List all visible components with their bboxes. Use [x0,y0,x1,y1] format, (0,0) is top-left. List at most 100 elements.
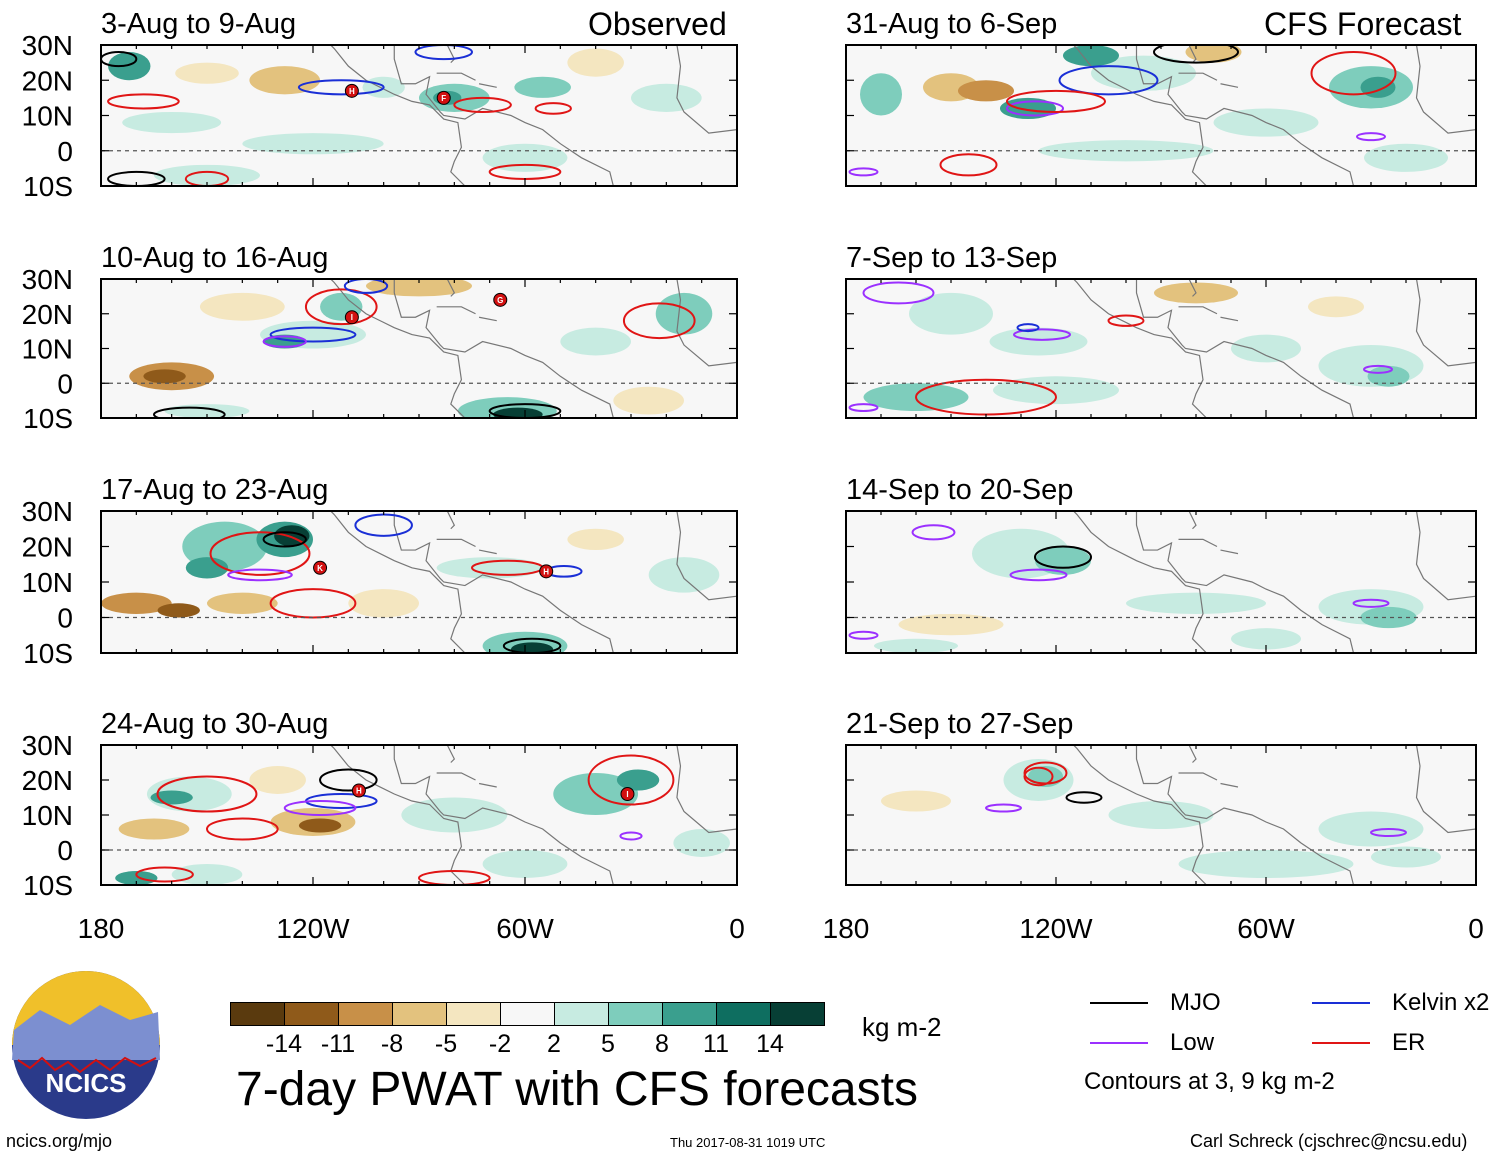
anomaly-patch [1371,846,1441,868]
wave-contour [156,775,258,813]
wave-contour [1363,364,1393,374]
y-tick-label: 20N [22,765,73,796]
wave-contour [1356,132,1386,142]
wave-contour [101,51,138,68]
wave-contour [985,803,1022,813]
wave-contour [1065,791,1103,804]
storm-marker: G [493,292,508,307]
coastline [676,745,737,834]
panel-period-title: 7-Sep to 13-Sep [846,242,1057,274]
coastline [1220,83,1239,88]
coastline [1188,745,1197,763]
panel-sep07: 7-Sep to 13-Sep [845,242,1477,419]
anomaly-patch [567,48,624,77]
anomaly-patch [366,279,472,297]
wave-contour [911,524,956,541]
anomaly-patch [1126,592,1266,614]
storm-letter: H [543,567,549,576]
coastline [1188,279,1197,297]
coastline [676,279,737,367]
coastline [436,72,476,81]
y-tick-label: 30N [22,730,73,761]
storm-letter: G [497,296,503,305]
coastline [1220,316,1239,322]
panel-title-observed: Observed [588,6,727,42]
wave-contour [1352,598,1390,608]
wave-contour [343,279,389,294]
wave-contour [453,96,512,113]
anomaly-patch [989,327,1088,356]
wave-contour [1006,100,1064,117]
anomaly-patch [175,62,239,84]
y-tick-label: 0 [57,136,73,167]
coastline [1415,745,1476,834]
storm-letter: I [626,790,628,799]
colorbar-tick-label: -8 [380,1030,404,1058]
x-tick-label: 60W [1237,913,1295,944]
wave-contour [862,281,935,305]
ncics-logo: NCICS [12,971,160,1119]
y-tick-label: 10N [22,334,73,365]
y-tick-label: 10N [22,800,73,831]
wave-contour [622,302,696,340]
anomaly-patch [1367,365,1410,387]
wave-contour [848,167,879,177]
wave-contour [319,768,378,792]
coastline [1415,511,1476,601]
y-tick-label: 20N [22,299,73,330]
storm-symbol [539,564,554,579]
coastline [1220,782,1239,788]
figure-title: 7-day PWAT with CFS forecasts [236,1063,918,1116]
x-tick-label: 180 [78,913,125,944]
x-tick-label: 0 [1468,913,1484,944]
anomaly-patch [101,592,172,614]
anomaly-patch [1360,606,1417,629]
anomaly-patch [108,52,151,81]
coastline [478,782,497,788]
legend-line-er [1312,1042,1370,1044]
anomaly-patch [881,790,951,812]
wave-contour [262,531,307,548]
legend-label-kelvin: Kelvin x2 [1392,989,1490,1016]
anomaly-patch [613,386,685,415]
wave-contour [502,637,562,653]
storm-letter: H [349,87,355,96]
wave-contour [297,79,385,96]
coastline [393,511,614,653]
colorbar-tick-label: -2 [488,1030,512,1058]
colorbar-swatch [500,1002,555,1026]
storm-symbol [620,787,635,801]
x-tick-label: 60W [496,913,554,944]
wave-contour [304,288,378,326]
anomaly-patch [1035,546,1091,575]
colorbar-tick-label: -11 [320,1030,356,1058]
legend-label-mjo: MJO [1170,989,1221,1016]
colorbar-tick-label: 2 [547,1030,561,1058]
coastline [1072,511,1207,653]
anomaly-patch [143,369,186,384]
x-tick-label: 180 [823,913,870,944]
contour-note: Contours at 3, 9 kg m-2 [1084,1068,1335,1095]
colorbar-swatch [446,1002,501,1026]
wave-contour [1006,89,1106,113]
coastline [393,45,614,186]
anomaly-patch [655,292,713,335]
coastline [1135,745,1355,885]
colorbar-tick-label: 8 [655,1030,669,1058]
logo-mountains [12,1005,160,1060]
anomaly-patch [493,407,543,418]
y-tick-label: 20N [22,65,73,96]
y-tick-label: 10S [23,403,73,434]
wave-contour [135,866,194,883]
storm-marker: I [620,787,635,801]
panel-aug17: K H 30N 20N 10N 0 10S 17-Aug to 23-Aug [22,474,738,669]
y-tick-label: 0 [57,835,73,866]
legend-label-low: Low [1170,1029,1215,1056]
coastline [393,279,614,418]
anomaly-patch [958,80,1014,102]
coastline [1188,511,1197,530]
coastline [1178,772,1218,781]
logo-text: NCICS [46,1068,127,1098]
